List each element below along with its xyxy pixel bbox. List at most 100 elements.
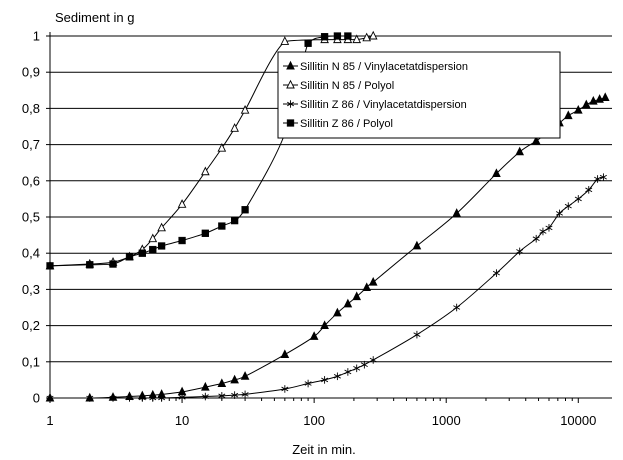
data-point (230, 374, 239, 384)
data-point (545, 224, 553, 232)
data-point (594, 175, 602, 183)
data-point (280, 36, 290, 45)
data-point (109, 394, 117, 402)
data-point (362, 32, 372, 42)
data-point (321, 376, 329, 384)
data-point (343, 298, 353, 308)
y-tick-label: 0,5 (22, 210, 40, 225)
data-point (531, 135, 541, 145)
data-point (304, 39, 312, 47)
y-tick-label: 0,7 (22, 137, 40, 152)
data-point (241, 390, 249, 399)
data-point (138, 394, 146, 402)
data-point (138, 249, 146, 257)
legend-marker (286, 119, 295, 127)
x-tick-label: 10 (175, 413, 189, 428)
data-point (574, 195, 582, 203)
data-point (532, 234, 540, 243)
series-4 (46, 32, 352, 270)
y-tick-label: 0,2 (22, 318, 40, 333)
x-axis-title: Zeit in min. (292, 442, 356, 457)
data-point (125, 253, 134, 261)
data-point (581, 99, 591, 109)
legend-marker (286, 100, 295, 108)
data-point (573, 105, 583, 114)
data-point (516, 247, 524, 256)
data-point (333, 32, 342, 40)
legend-label: Sillitin Z 86 / Vinylacetatdispersion (300, 99, 467, 111)
data-point (200, 166, 210, 176)
x-tick-label: 1000 (432, 413, 461, 428)
data-point (352, 34, 362, 44)
data-point (177, 199, 187, 208)
data-point (492, 269, 500, 277)
data-point (515, 146, 525, 156)
data-point (589, 95, 598, 105)
data-point (600, 92, 610, 101)
data-point (555, 209, 563, 218)
data-point (413, 330, 421, 339)
legend-item: Sillitin Z 86 / Vinylacetatdispersion (283, 99, 467, 111)
data-point (201, 229, 209, 237)
data-point (149, 245, 157, 254)
series-group (45, 30, 610, 402)
series-line (50, 176, 604, 399)
data-point (157, 222, 166, 232)
data-point (453, 303, 461, 312)
data-point (158, 394, 166, 402)
x-tick-label: 1 (46, 413, 53, 428)
data-point (492, 168, 501, 178)
data-point (368, 276, 378, 286)
data-point (280, 349, 290, 359)
data-point (412, 240, 422, 250)
data-point (352, 291, 362, 301)
data-point (563, 110, 573, 120)
data-point (353, 364, 361, 373)
y-axis-title: Sediment in g (55, 10, 135, 25)
data-point (240, 105, 250, 114)
data-point (46, 262, 54, 270)
data-point (599, 173, 607, 181)
data-point (344, 368, 352, 376)
data-point (109, 260, 117, 268)
data-point (230, 123, 239, 132)
y-tick-label: 0,4 (22, 246, 40, 261)
data-point (86, 261, 94, 269)
data-point (368, 30, 378, 40)
legend-label: Sillitin N 85 / Polyol (300, 80, 394, 92)
series-3 (46, 173, 607, 402)
data-point (125, 394, 134, 402)
data-point (281, 385, 289, 393)
legend-label: Sillitin Z 86 / Polyol (300, 118, 393, 130)
data-point (149, 394, 157, 402)
data-point (452, 208, 462, 217)
y-tick-labels: 0 0,1 0,2 0,3 0,4 0,5 0,6 0,7 0,8 0,9 1 (22, 29, 40, 406)
data-point (360, 360, 368, 369)
data-point (362, 282, 372, 292)
data-point (564, 202, 572, 210)
y-tick-label: 1 (33, 29, 40, 44)
data-point (320, 33, 329, 41)
data-point (46, 394, 54, 402)
legend: Sillitin N 85 / Vinylacetatdispersion Sil… (277, 51, 561, 139)
y-tick-label: 0,1 (22, 354, 40, 369)
data-point (218, 222, 226, 230)
data-point (217, 143, 227, 152)
y-tick-label: 0,9 (22, 65, 40, 80)
data-point (201, 392, 209, 401)
legend-marker (286, 60, 295, 70)
data-point (218, 392, 226, 400)
data-point (585, 186, 593, 194)
legend-marker (286, 79, 295, 89)
legend-box (277, 51, 561, 139)
data-point (333, 372, 341, 381)
data-point (320, 320, 329, 330)
legend-item: Sillitin Z 86 / Polyol (283, 118, 393, 130)
data-point (369, 356, 377, 364)
data-point (178, 236, 186, 245)
legend-label: Sillitin N 85 / Vinylacetatdispersion (300, 61, 468, 73)
data-point (86, 394, 94, 402)
data-point (304, 379, 312, 388)
y-tick-label: 0 (33, 391, 40, 406)
